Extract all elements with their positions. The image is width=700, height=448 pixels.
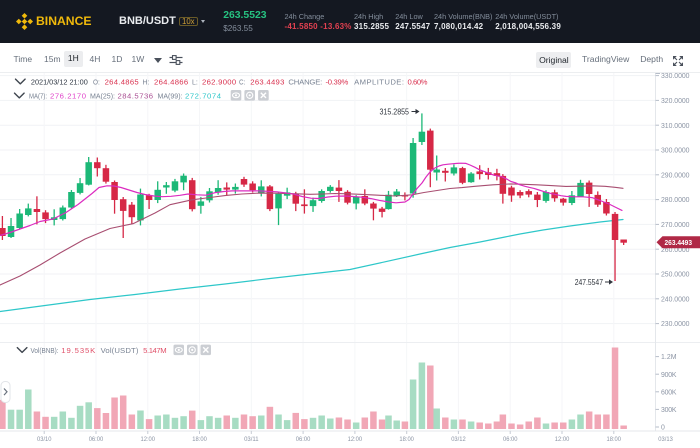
svg-text:MA(99):: MA(99): (158, 91, 183, 100)
svg-text:-0.39%: -0.39% (326, 77, 349, 86)
svg-text:250.0000: 250.0000 (661, 272, 690, 279)
svg-text:0.60%: 0.60% (408, 77, 428, 86)
svg-text:300.0000: 300.0000 (661, 148, 690, 155)
svg-text:276.2170: 276.2170 (50, 91, 86, 100)
svg-text:310.0000: 310.0000 (661, 123, 690, 130)
svg-text:AMPLITUDE:: AMPLITUDE: (354, 77, 404, 86)
svg-text:1.2M: 1.2M (661, 354, 677, 361)
svg-text:06:00: 06:00 (296, 436, 311, 443)
svg-text:284.5736: 284.5736 (118, 91, 154, 100)
svg-text:315.2855: 315.2855 (380, 107, 410, 116)
svg-text:03/10: 03/10 (37, 436, 52, 443)
svg-text:2021/03/12 21:00: 2021/03/12 21:00 (31, 77, 88, 86)
svg-text:03/13: 03/13 (658, 436, 673, 443)
svg-text:12:00: 12:00 (555, 436, 570, 443)
svg-text:320.0000: 320.0000 (661, 98, 690, 105)
svg-text:03/12: 03/12 (451, 436, 466, 443)
svg-text:330.0000: 330.0000 (661, 73, 690, 80)
svg-text:Vol(USDT): Vol(USDT) (101, 346, 139, 355)
svg-text:12:00: 12:00 (348, 436, 363, 443)
svg-text:262.9000: 262.9000 (202, 77, 236, 86)
svg-text:C:: C: (239, 77, 245, 86)
svg-text:260.0000: 260.0000 (661, 247, 690, 254)
svg-text:900K: 900K (661, 372, 677, 379)
svg-text:600K: 600K (661, 389, 677, 396)
svg-text:MA(25):: MA(25): (90, 91, 115, 100)
svg-text:290.0000: 290.0000 (661, 172, 690, 179)
svg-text:03/11: 03/11 (244, 436, 259, 443)
svg-text:230.0000: 230.0000 (661, 321, 690, 328)
svg-text:270.0000: 270.0000 (661, 222, 690, 229)
svg-text:18:00: 18:00 (399, 436, 414, 443)
svg-text:L:: L: (192, 77, 198, 86)
svg-text:O:: O: (93, 77, 100, 86)
svg-text:280.0000: 280.0000 (661, 197, 690, 204)
svg-text:300K: 300K (661, 407, 677, 414)
svg-text:264.4866: 264.4866 (154, 77, 188, 86)
svg-text:272.7074: 272.7074 (185, 91, 222, 100)
svg-text:18:00: 18:00 (607, 436, 622, 443)
svg-text:MA(7):: MA(7): (29, 91, 47, 100)
svg-text:263.4493: 263.4493 (250, 77, 284, 86)
svg-text:18:00: 18:00 (192, 436, 207, 443)
svg-text:5.147M: 5.147M (143, 346, 167, 355)
svg-text:06:00: 06:00 (503, 436, 518, 443)
svg-text:H:: H: (143, 77, 150, 86)
svg-text:06:00: 06:00 (89, 436, 104, 443)
svg-text:CHANGE:: CHANGE: (288, 77, 322, 86)
svg-text:0: 0 (661, 425, 665, 432)
svg-text:264.4865: 264.4865 (105, 77, 139, 86)
svg-text:19.535K: 19.535K (61, 346, 96, 355)
svg-text:240.0000: 240.0000 (661, 296, 690, 303)
svg-text:247.5547: 247.5547 (575, 278, 603, 287)
svg-text:Vol(BNB):: Vol(BNB): (31, 346, 59, 355)
svg-text:12:00: 12:00 (141, 436, 156, 443)
svg-text:263.4493: 263.4493 (665, 238, 693, 247)
